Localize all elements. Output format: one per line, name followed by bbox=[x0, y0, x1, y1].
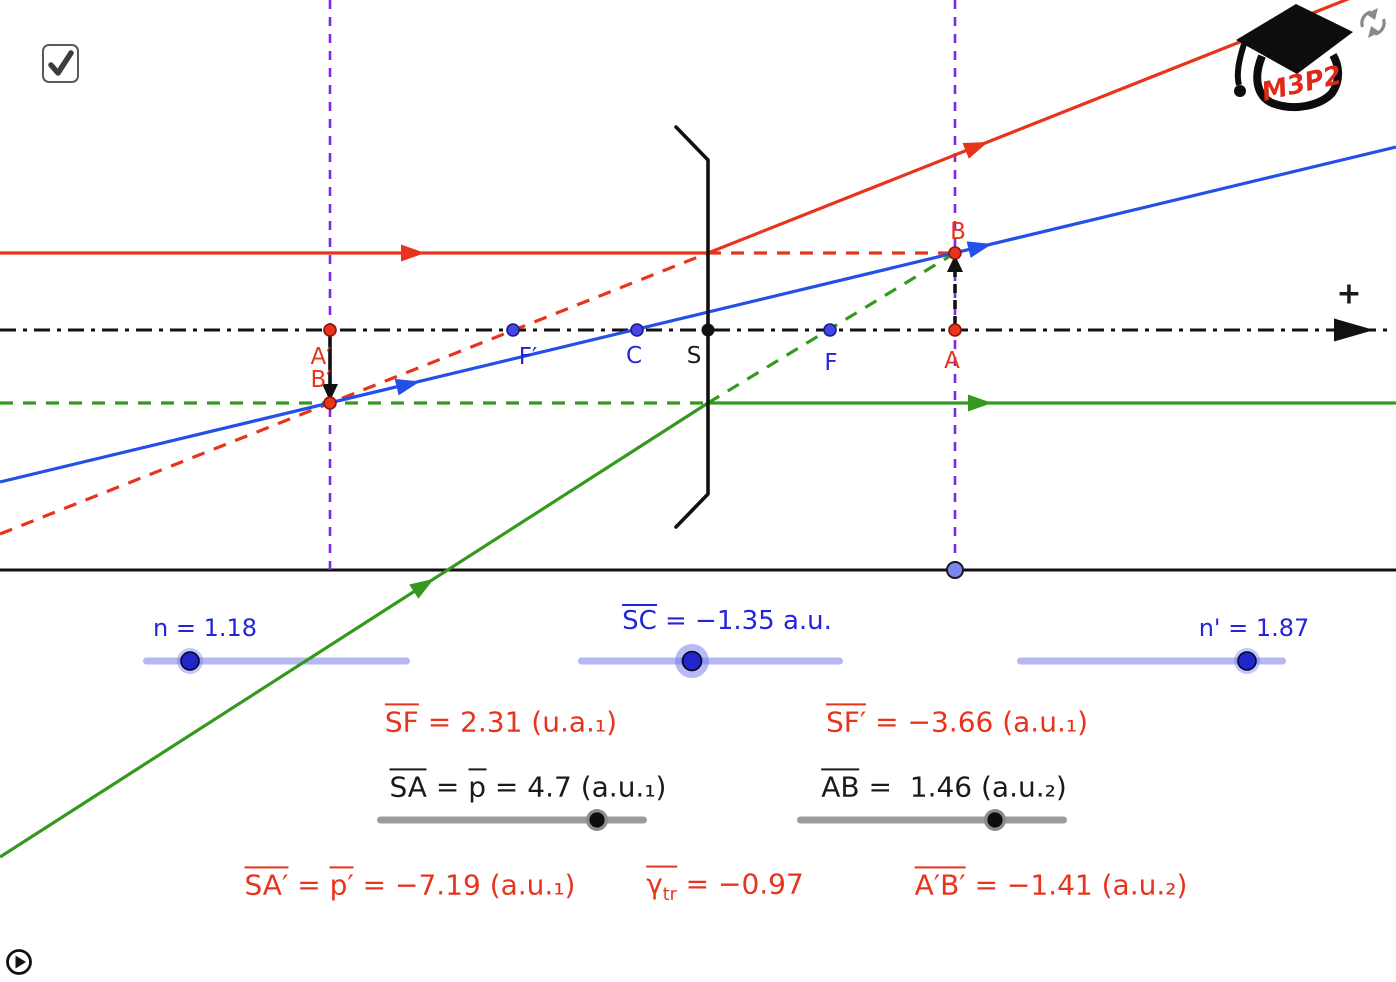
label-C: C bbox=[625, 343, 643, 369]
red-ray-dashed-extension bbox=[0, 251, 709, 536]
point-C[interactable] bbox=[630, 323, 644, 337]
slider-n[interactable] bbox=[143, 648, 410, 674]
slider-AB-track[interactable] bbox=[797, 816, 1067, 824]
slider-SC-label: SC = −1.35 a.u. bbox=[622, 604, 832, 636]
point-B-prime[interactable] bbox=[323, 396, 337, 410]
readout-SF: SF = 2.31 (u.a.₁) bbox=[384, 703, 618, 739]
rail-drag-point[interactable] bbox=[946, 561, 964, 579]
label-A-prime: A′ bbox=[310, 344, 332, 370]
slider-n-track[interactable] bbox=[143, 657, 410, 665]
slider-SA[interactable] bbox=[377, 809, 647, 831]
blue-arrowhead-left bbox=[394, 378, 420, 396]
point-A[interactable] bbox=[948, 323, 962, 337]
green-arrowhead-horizontal bbox=[968, 394, 992, 412]
slider-n-prime-thumb[interactable] bbox=[1237, 651, 1257, 671]
label-S: S bbox=[686, 343, 702, 369]
red-arrowhead-refracted bbox=[962, 142, 988, 159]
green-ray-oblique bbox=[0, 401, 709, 859]
slider-SA-track[interactable] bbox=[377, 816, 647, 824]
label-B-prime: B′ bbox=[310, 367, 332, 393]
slider-SC-thumb[interactable] bbox=[681, 650, 703, 672]
show-checkbox[interactable] bbox=[42, 44, 79, 83]
point-F[interactable] bbox=[823, 323, 837, 337]
slider-SC[interactable] bbox=[578, 644, 843, 678]
label-F-prime: F′ bbox=[518, 344, 538, 370]
axis-arrowhead bbox=[1334, 318, 1374, 342]
point-A-prime[interactable] bbox=[323, 323, 337, 337]
slider-n-prime[interactable] bbox=[1017, 648, 1286, 674]
image-arrow-ApBp bbox=[322, 336, 338, 401]
readout-SF-prime: SF′ = −3.66 (a.u.₁) bbox=[826, 703, 1088, 739]
slider-n-prime-label: n' = 1.87 bbox=[1198, 614, 1310, 642]
checkbox-check-icon bbox=[48, 50, 74, 76]
slider-AB-label: AB = 1.46 (a.u.₂) bbox=[821, 768, 1067, 804]
graduation-cap-icon: M3P2 bbox=[1234, 4, 1353, 112]
slider-n-thumb[interactable] bbox=[180, 651, 200, 671]
object-arrow-AB[interactable] bbox=[947, 255, 963, 325]
slider-SC-track[interactable] bbox=[578, 657, 843, 665]
slider-n-prime-track[interactable] bbox=[1017, 657, 1286, 665]
readout-SA-prime: SA′ = p′ = −7.19 (a.u.₁) bbox=[244, 866, 576, 902]
label-A: A bbox=[944, 348, 960, 374]
point-B[interactable] bbox=[948, 246, 962, 260]
blue-arrowhead-right bbox=[966, 241, 992, 258]
slider-SA-label: SA = p = 4.7 (a.u.₁) bbox=[389, 768, 667, 804]
red-arrowhead-incident bbox=[401, 244, 425, 262]
axis-plus-sign: + bbox=[1336, 276, 1362, 312]
play-icon[interactable] bbox=[6, 949, 32, 975]
refresh-icon[interactable] bbox=[1360, 8, 1386, 38]
point-F-prime[interactable] bbox=[506, 323, 520, 337]
label-F: F bbox=[824, 350, 838, 376]
slider-n-label: n = 1.18 bbox=[152, 614, 258, 642]
blue-ray-through-C bbox=[0, 145, 1396, 484]
readout-ApBp: A′B′ = −1.41 (a.u.₂) bbox=[914, 866, 1188, 902]
readout-gamma-tr: γtr = −0.97 bbox=[646, 865, 804, 906]
slider-SA-thumb[interactable] bbox=[589, 812, 605, 828]
slider-AB-thumb[interactable] bbox=[987, 812, 1003, 828]
point-S[interactable] bbox=[701, 323, 715, 337]
label-B: B bbox=[950, 219, 966, 245]
green-arrowhead-oblique bbox=[409, 578, 434, 599]
optical-axis bbox=[0, 318, 1390, 342]
slider-AB[interactable] bbox=[797, 809, 1067, 831]
